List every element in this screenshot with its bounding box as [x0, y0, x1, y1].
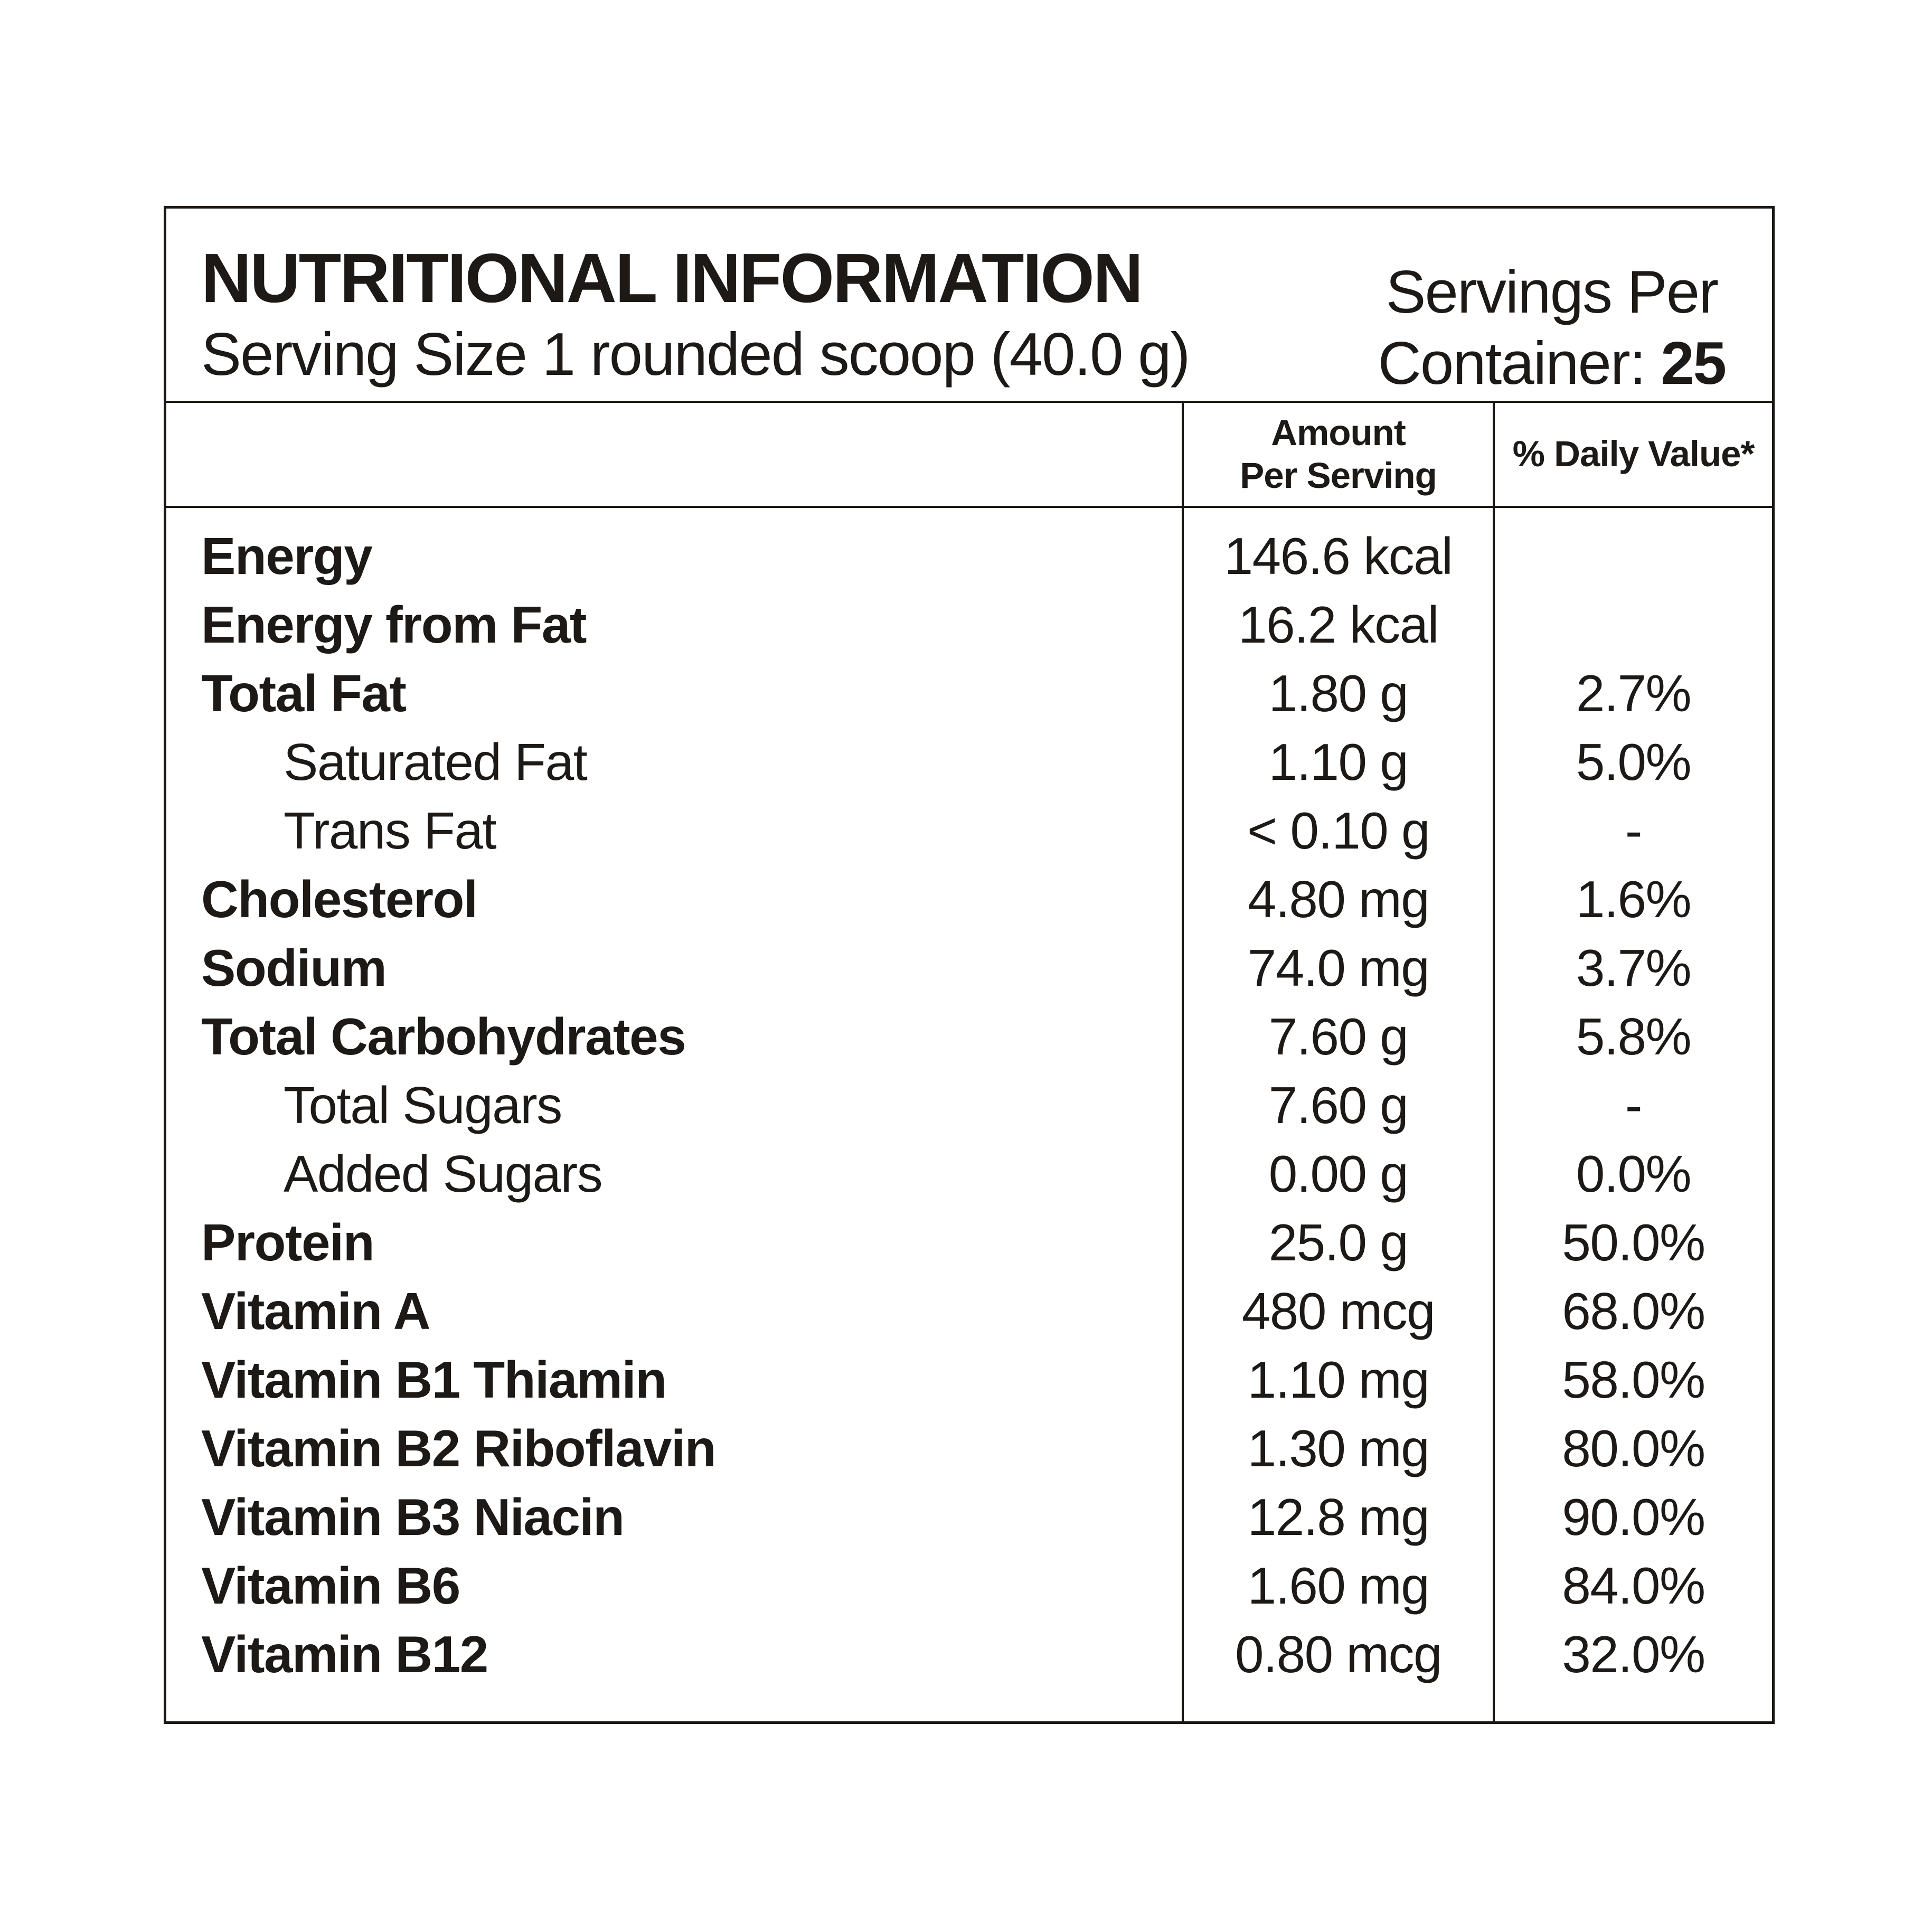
- header-left: NUTRITIONAL INFORMATION Serving Size 1 r…: [201, 239, 1191, 401]
- daily-value: [1493, 522, 1772, 590]
- serving-size-text: Serving Size 1 rounded scoop (40.0 g): [201, 321, 1191, 388]
- daily-value: 5.0%: [1493, 728, 1772, 796]
- table-row: Vitamin B12 0.80 mcg 32.0%: [166, 1620, 1772, 1689]
- table-row: Vitamin B2 Riboflavin 1.30 mg 80.0%: [166, 1414, 1772, 1483]
- amount-value: 480 mcg: [1182, 1277, 1493, 1345]
- servings-line2: Container: 25: [1378, 328, 1727, 400]
- servings-line1: Servings Per: [1386, 259, 1719, 326]
- table-row: Energy 146.6 kcal: [166, 522, 1772, 590]
- nutrient-name: Total Sugars: [284, 1076, 562, 1134]
- daily-value: 80.0%: [1493, 1414, 1772, 1483]
- table-row: Total Sugars 7.60 g -: [166, 1071, 1772, 1139]
- amount-value: 0.00 g: [1182, 1139, 1493, 1208]
- daily-value: 2.7%: [1493, 659, 1772, 728]
- servings-count: 25: [1661, 329, 1727, 397]
- table-body: Energy 146.6 kcal Energy from Fat 16.2 k…: [166, 508, 1772, 1721]
- nutrient-name: Vitamin B6: [201, 1556, 460, 1615]
- amount-value: 1.10 g: [1182, 728, 1493, 796]
- daily-value: 50.0%: [1493, 1208, 1772, 1277]
- daily-value: 90.0%: [1493, 1483, 1772, 1551]
- nutrient-name: Vitamin B2 Riboflavin: [201, 1419, 717, 1477]
- table-row: Vitamin A 480 mcg 68.0%: [166, 1277, 1772, 1345]
- nutrient-name: Sodium: [201, 938, 387, 997]
- nutrient-name: Vitamin B12: [201, 1625, 488, 1683]
- page-title: NUTRITIONAL INFORMATION: [201, 239, 1143, 317]
- amount-value: 146.6 kcal: [1182, 522, 1493, 590]
- nutrient-name: Total Carbohydrates: [201, 1007, 686, 1066]
- nutrient-name: Energy from Fat: [201, 595, 587, 654]
- servings-per-container: Servings Per Container: 25: [1378, 243, 1727, 401]
- amount-header-text: Amount Per Serving: [1240, 412, 1437, 496]
- table-row: Vitamin B3 Niacin 12.8 mg 90.0%: [166, 1483, 1772, 1551]
- daily-value: [1493, 590, 1772, 659]
- column-header-empty: [166, 403, 1182, 506]
- daily-value: 3.7%: [1493, 934, 1772, 1002]
- amount-value: 74.0 mg: [1182, 934, 1493, 1002]
- nutrient-name: Cholesterol: [201, 870, 478, 928]
- amount-value: 7.60 g: [1182, 1002, 1493, 1071]
- daily-value: 0.0%: [1493, 1139, 1772, 1208]
- table-row: Sodium 74.0 mg 3.7%: [166, 934, 1772, 1002]
- column-header-row: Amount Per Serving % Daily Value*: [166, 403, 1772, 508]
- amount-value: 1.60 mg: [1182, 1551, 1493, 1620]
- nutrient-name: Vitamin B1 Thiamin: [201, 1350, 667, 1409]
- daily-value-header-text: % Daily Value*: [1512, 433, 1755, 475]
- table-row: Added Sugars 0.00 g 0.0%: [166, 1139, 1772, 1208]
- amount-value: 1.30 mg: [1182, 1414, 1493, 1483]
- amount-value: 16.2 kcal: [1182, 590, 1493, 659]
- table-row: Trans Fat < 0.10 g -: [166, 796, 1772, 865]
- amount-value: 0.80 mcg: [1182, 1620, 1493, 1689]
- amount-value: 25.0 g: [1182, 1208, 1493, 1277]
- table-spacer-row: [166, 508, 1772, 522]
- table-row: Protein 25.0 g 50.0%: [166, 1208, 1772, 1277]
- nutrient-name: Protein: [201, 1213, 375, 1271]
- table-row: Vitamin B6 1.60 mg 84.0%: [166, 1551, 1772, 1620]
- column-header-daily-value: % Daily Value*: [1493, 403, 1772, 506]
- table-row: Saturated Fat 1.10 g 5.0%: [166, 728, 1772, 796]
- nutrient-name: Total Fat: [201, 664, 407, 722]
- nutrient-name: Vitamin A: [201, 1281, 431, 1340]
- amount-value: 7.60 g: [1182, 1071, 1493, 1139]
- nutrient-name: Trans Fat: [284, 801, 497, 860]
- daily-value: -: [1493, 1071, 1772, 1139]
- amount-value: 12.8 mg: [1182, 1483, 1493, 1551]
- table-row: Vitamin B1 Thiamin 1.10 mg 58.0%: [166, 1345, 1772, 1414]
- amount-header-line2: Per Serving: [1240, 455, 1437, 496]
- nutrient-name: Saturated Fat: [284, 732, 588, 791]
- amount-value: < 0.10 g: [1182, 796, 1493, 865]
- table-row: Cholesterol 4.80 mg 1.6%: [166, 865, 1772, 934]
- daily-value: 68.0%: [1493, 1277, 1772, 1345]
- amount-header-line1: Amount: [1271, 412, 1406, 454]
- daily-value: 5.8%: [1493, 1002, 1772, 1071]
- amount-value: 1.10 mg: [1182, 1345, 1493, 1414]
- amount-value: 4.80 mg: [1182, 865, 1493, 934]
- daily-value: 1.6%: [1493, 865, 1772, 934]
- nutrient-name: Vitamin B3 Niacin: [201, 1487, 625, 1546]
- nutrient-name: Energy: [201, 526, 373, 585]
- daily-value: -: [1493, 796, 1772, 865]
- daily-value: 58.0%: [1493, 1345, 1772, 1414]
- nutrition-label: NUTRITIONAL INFORMATION Serving Size 1 r…: [164, 206, 1775, 1724]
- servings-container-label: Container:: [1378, 329, 1646, 397]
- amount-value: 1.80 g: [1182, 659, 1493, 728]
- table-row: Total Fat 1.80 g 2.7%: [166, 659, 1772, 728]
- column-header-amount: Amount Per Serving: [1182, 403, 1493, 506]
- nutrient-name: Added Sugars: [284, 1144, 603, 1203]
- label-header: NUTRITIONAL INFORMATION Serving Size 1 r…: [166, 209, 1772, 403]
- daily-value: 32.0%: [1493, 1620, 1772, 1689]
- table-filler-row: [166, 1689, 1772, 1721]
- table-row: Total Carbohydrates 7.60 g 5.8%: [166, 1002, 1772, 1071]
- table-row: Energy from Fat 16.2 kcal: [166, 590, 1772, 659]
- daily-value: 84.0%: [1493, 1551, 1772, 1620]
